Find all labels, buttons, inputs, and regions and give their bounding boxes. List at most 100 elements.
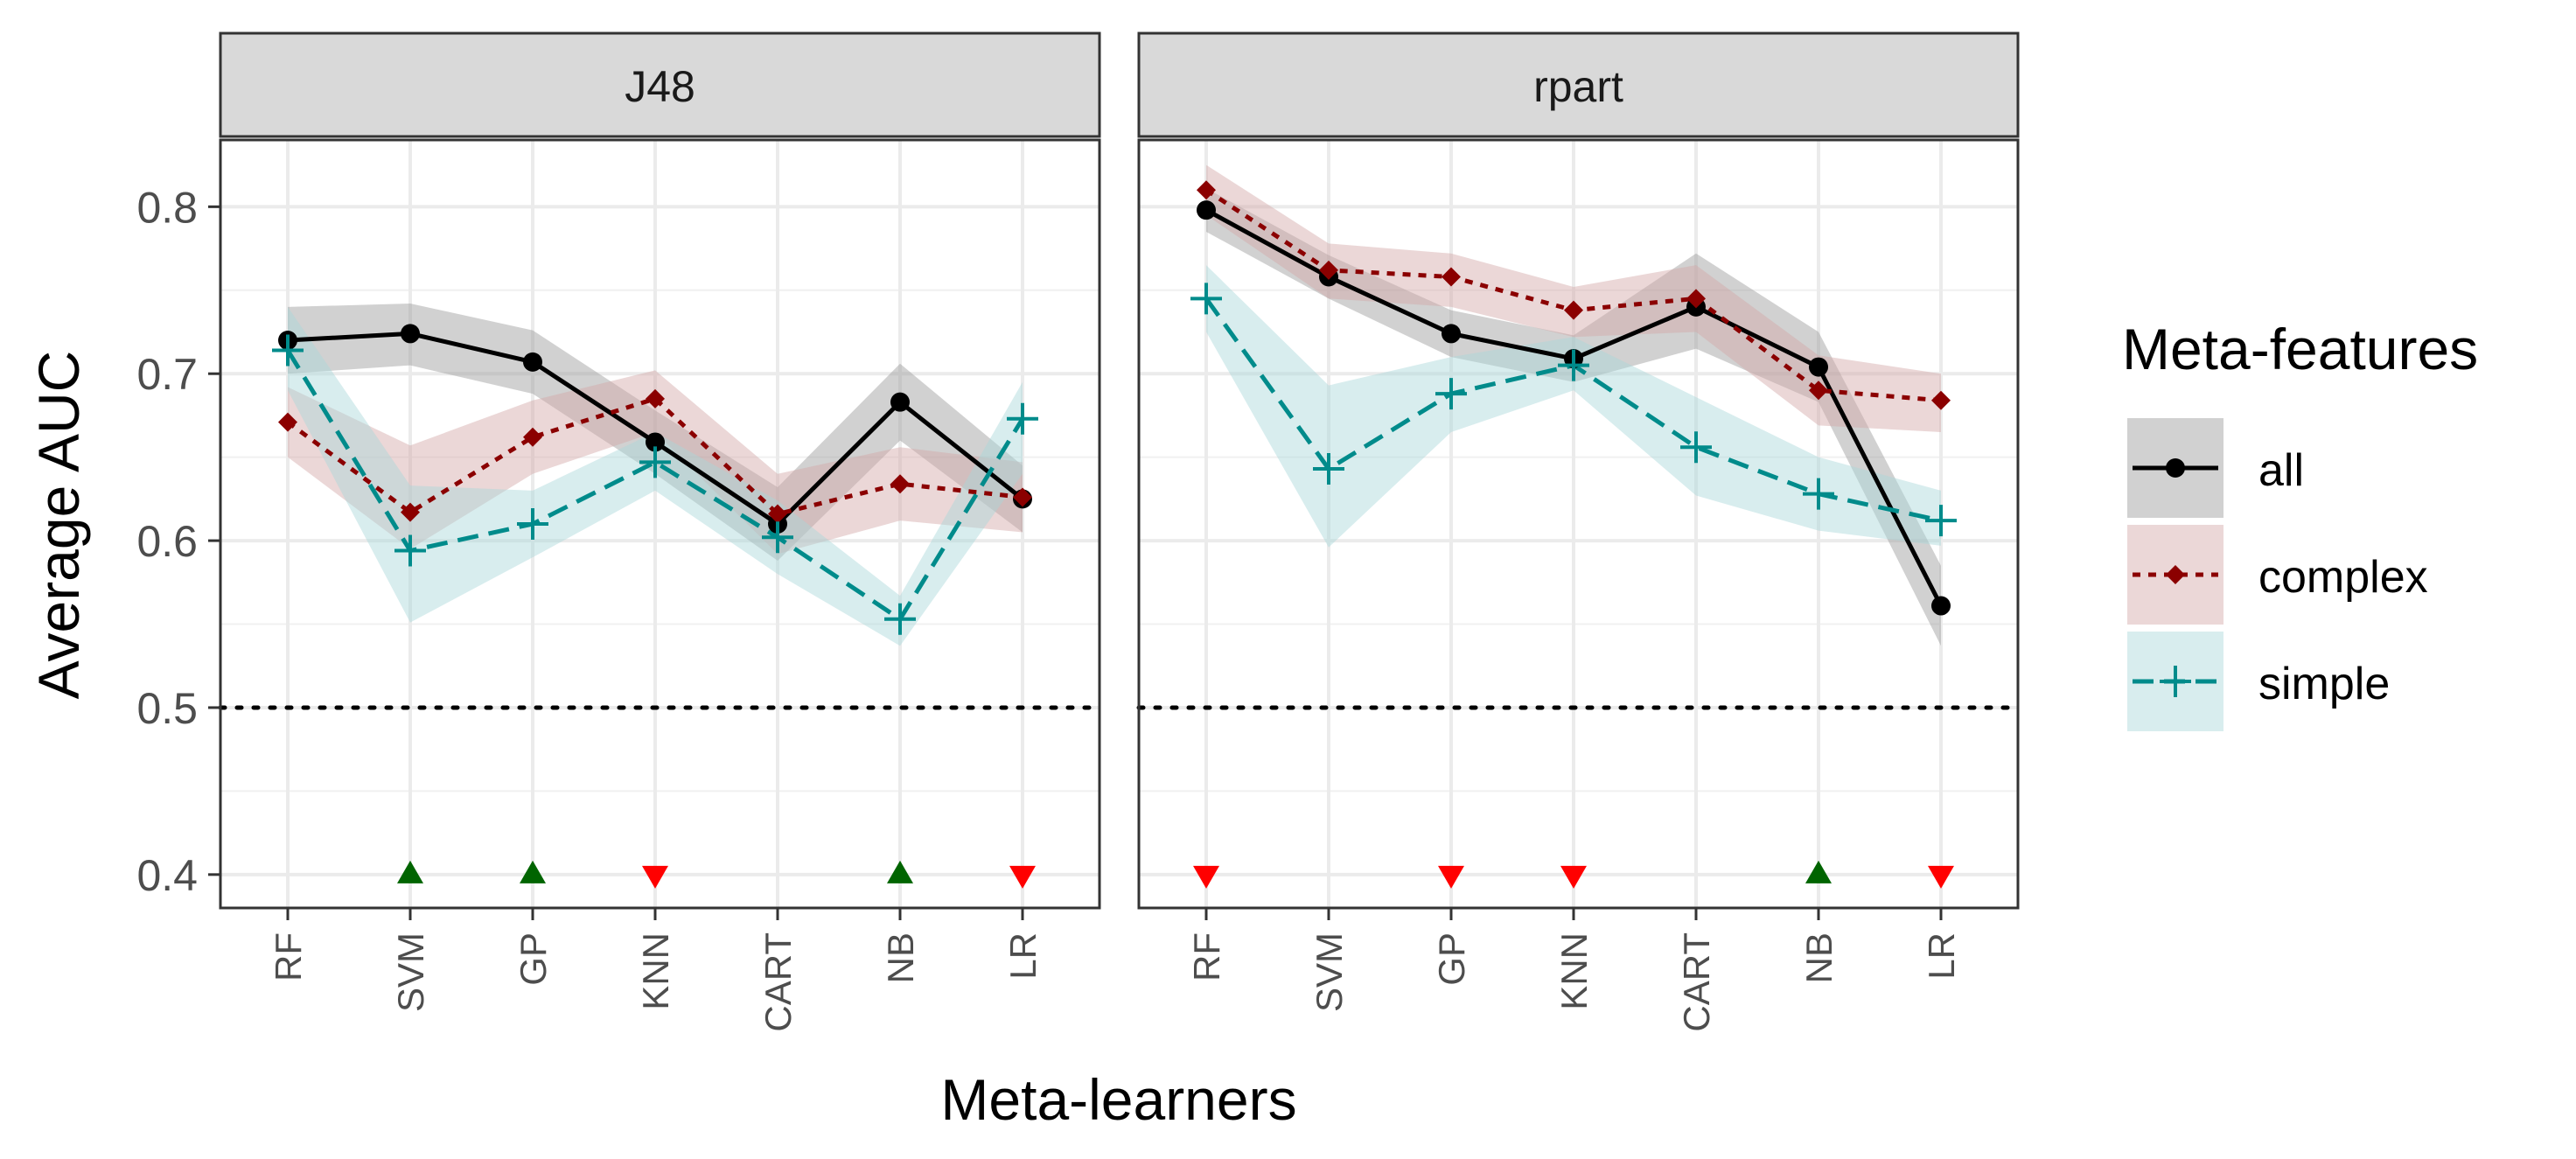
points-rpart: [1190, 180, 1957, 616]
ribbon-simple: [1206, 265, 1941, 548]
point-complex: [768, 504, 787, 524]
significance-down-marker: [1928, 865, 1954, 889]
x-tick-label: NB: [880, 932, 921, 983]
point-all: [1931, 596, 1951, 616]
x-tick-label: NB: [1798, 932, 1840, 983]
point-simple: [272, 334, 304, 367]
y-axis-title: Average AUC: [26, 351, 91, 700]
point-simple: [1680, 431, 1712, 464]
point-simple: [639, 446, 671, 478]
panel-rpart: rpart RF SVM GP KNN CART NB LR: [1136, 31, 2021, 1032]
x-axis-ticks-rpart: RF SVM GP KNN CART NB LR: [1186, 908, 1962, 1032]
point-simple: [1313, 453, 1344, 485]
legend-key-marker-simple: [2160, 666, 2191, 697]
legend: Meta-features all complex simple: [2122, 317, 2478, 731]
y-tick-label: 0.5: [136, 684, 198, 733]
point-complex: [401, 502, 420, 522]
panel-background-j48: [220, 140, 1100, 908]
legend-label-complex: complex: [2258, 552, 2428, 603]
point-simple: [762, 521, 793, 554]
panel-j48: J48 RF SVM GP KNN CART NB LR: [218, 31, 1102, 1032]
legend-label-simple: simple: [2258, 659, 2390, 709]
x-tick-label: KNN: [1553, 932, 1595, 1010]
point-complex: [1197, 180, 1216, 200]
x-tick-label: GP: [513, 932, 554, 986]
significance-up-marker: [887, 860, 913, 883]
point-simple: [1558, 349, 1589, 381]
y-tick-label: 0.4: [136, 851, 198, 900]
legend-keys: [2127, 418, 2223, 731]
point-simple: [1435, 378, 1467, 410]
legend-key-marker-all: [2166, 458, 2185, 478]
ribbon-all: [288, 304, 1023, 561]
legend-title: Meta-features: [2122, 317, 2478, 381]
strip-label-j48: J48: [625, 62, 695, 111]
point-all: [646, 432, 665, 452]
point-complex: [1442, 267, 1461, 287]
panel-border-j48: [219, 138, 1101, 910]
strip-label-rpart: rpart: [1533, 62, 1623, 111]
significance-down-marker: [1560, 865, 1587, 889]
y-tick-label: 0.6: [136, 517, 198, 566]
point-complex: [278, 412, 297, 432]
x-tick-label: LR: [1002, 932, 1044, 980]
significance-markers-rpart: [1193, 860, 1954, 889]
x-tick-label: SVM: [1309, 932, 1350, 1012]
significance-up-marker: [397, 860, 423, 883]
significance-down-marker: [1193, 865, 1219, 889]
y-tick-label: 0.7: [136, 350, 198, 399]
point-simple: [884, 603, 916, 635]
x-axis-ticks-j48: RF SVM GP KNN CART NB LR: [268, 908, 1044, 1032]
x-tick-label: CART: [757, 932, 799, 1032]
point-complex: [1564, 300, 1583, 320]
point-complex: [1809, 381, 1828, 401]
point-simple: [1007, 402, 1038, 435]
point-complex: [1013, 487, 1032, 507]
significance-up-marker: [520, 860, 546, 883]
point-all: [401, 324, 420, 344]
significance-down-marker: [1009, 865, 1036, 889]
point-simple: [1190, 283, 1222, 315]
point-complex: [646, 388, 665, 408]
point-complex: [523, 427, 542, 447]
point-complex: [1686, 289, 1706, 309]
legend-key-marker-complex: [2166, 565, 2185, 584]
significance-down-marker: [1438, 865, 1464, 889]
ribbons-rpart: [1206, 164, 1941, 646]
y-tick-label: 0.8: [136, 183, 198, 232]
point-all: [523, 352, 542, 372]
ribbon-complex: [1206, 164, 1941, 433]
point-simple: [394, 534, 426, 567]
x-tick-label: GP: [1431, 932, 1472, 986]
point-simple: [517, 508, 548, 540]
point-complex: [1931, 390, 1951, 410]
point-all: [1442, 324, 1461, 344]
significance-down-marker: [642, 865, 668, 889]
point-all: [890, 392, 910, 412]
point-all: [1809, 357, 1828, 377]
y-axis-ticks: 0.4 0.5 0.6 0.7 0.8: [136, 183, 220, 900]
strip-rpart: [1137, 31, 2020, 138]
strip-j48: [219, 31, 1101, 138]
panel-border-rpart: [1137, 138, 2020, 910]
ribbon-all: [1206, 188, 1941, 646]
x-tick-label: RF: [268, 932, 309, 981]
legend-label-all: all: [2258, 445, 2304, 496]
x-tick-label: KNN: [635, 932, 676, 1010]
x-tick-label: SVM: [390, 932, 431, 1012]
x-tick-label: CART: [1676, 932, 1717, 1032]
point-simple: [1803, 478, 1834, 510]
ribbon-complex: [288, 370, 1023, 555]
x-tick-label: RF: [1186, 932, 1227, 981]
point-all: [1197, 200, 1216, 220]
point-simple: [1925, 505, 1957, 537]
x-axis-title: Meta-learners: [940, 1067, 1296, 1132]
point-complex: [1319, 260, 1338, 280]
significance-markers-j48: [397, 860, 1036, 889]
panel-background-rpart: [1139, 140, 2018, 908]
points-j48: [272, 324, 1038, 635]
x-tick-label: LR: [1921, 932, 1962, 980]
significance-up-marker: [1805, 860, 1832, 883]
point-complex: [890, 474, 910, 494]
